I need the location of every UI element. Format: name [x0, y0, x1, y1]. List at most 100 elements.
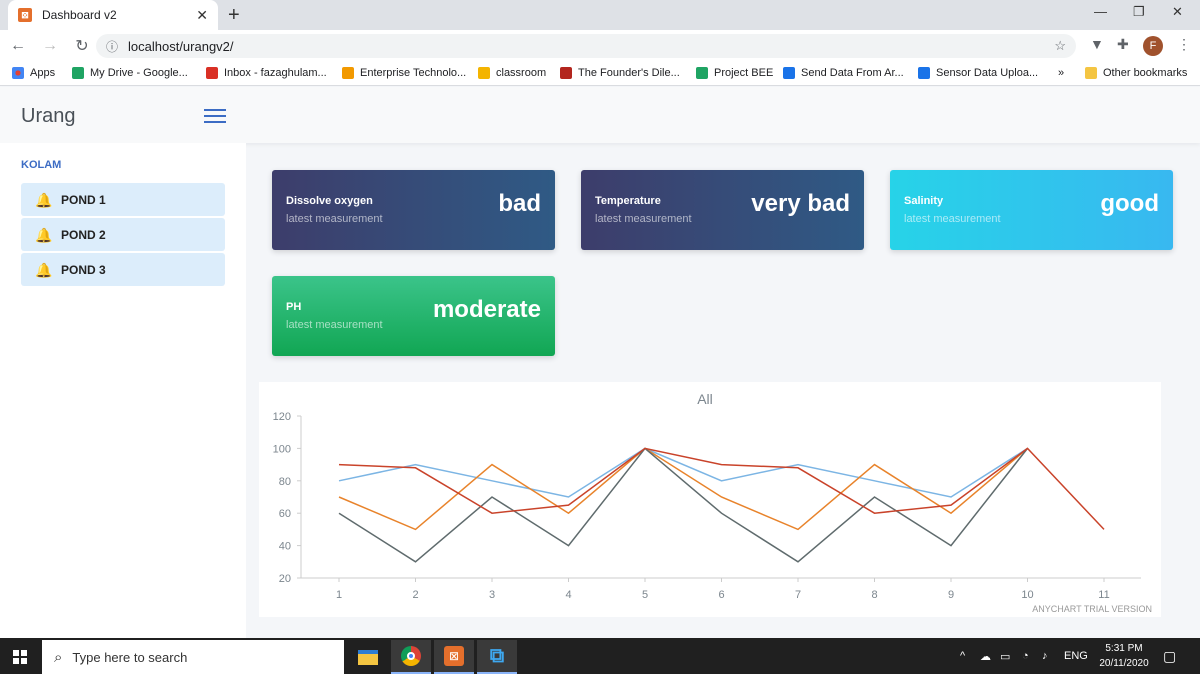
x-tick-label: 6	[718, 589, 724, 601]
bookmark-label: The Founder's Dile...	[578, 67, 680, 79]
bookmark-label: Inbox - fazaghulam...	[224, 67, 327, 79]
series-line-2	[338, 447, 1028, 531]
sidebar-item-pond-1[interactable]: 🔔 POND 1	[21, 183, 225, 216]
card-subtitle: latest measurement	[595, 213, 692, 225]
bookmark-label: classroom	[496, 67, 547, 79]
cloud-icon[interactable]: ☁	[980, 651, 991, 663]
bookmark-label: Sensor Data Uploa...	[936, 67, 1039, 79]
more-bookmarks-icon[interactable]: »	[1058, 67, 1065, 79]
reload-icon[interactable]: ↻	[75, 38, 89, 55]
card-value: bad	[498, 190, 541, 217]
profile-avatar[interactable]: F	[1143, 36, 1163, 56]
x-tick-label: 5	[642, 589, 648, 601]
bookmark-apps[interactable]: Apps	[12, 67, 55, 79]
bookmark-founders[interactable]: The Founder's Dile...	[560, 67, 680, 79]
card-subtitle: latest measurement	[286, 319, 383, 331]
apps-grid-icon	[12, 67, 24, 79]
brand-logo-text[interactable]: Urang	[21, 105, 76, 127]
sidebar: KOLAM 🔔 POND 1 🔔 POND 2 🔔 POND 3	[0, 143, 246, 638]
card-title: Temperature	[595, 195, 661, 207]
xampp-favicon-icon: ⊠	[18, 8, 32, 22]
close-tab-icon[interactable]: ✕	[196, 6, 208, 23]
bell-icon: 🔔	[35, 226, 53, 243]
bookmark-label: Other bookmarks	[1103, 67, 1188, 79]
x-tick-label: 2	[412, 589, 418, 601]
card-subtitle: latest measurement	[286, 213, 383, 225]
classroom-icon	[478, 67, 490, 79]
chrome-icon[interactable]	[391, 640, 431, 674]
menu-dots-icon[interactable]: ⋮	[1177, 36, 1191, 52]
minimize-icon[interactable]: —	[1094, 4, 1107, 19]
wifi-icon[interactable]: ◔	[1022, 650, 1029, 662]
battery-icon[interactable]: ▭	[1000, 651, 1011, 663]
edge-e-icon	[342, 67, 354, 79]
bookmark-classroom[interactable]: classroom	[478, 67, 546, 79]
new-tab-icon[interactable]: +	[228, 4, 240, 26]
y-tick-label: 40	[279, 541, 291, 553]
series-line-4	[338, 447, 1105, 530]
restore-icon[interactable]: ❐	[1133, 4, 1145, 19]
bookmark-inbox[interactable]: Inbox - fazaghulam...	[206, 67, 327, 79]
bookmark-enterprise[interactable]: Enterprise Technolo...	[342, 67, 466, 79]
line-chart: All 20 40 60 80 100 120 1 2 3 4 5 6 7 8 9 10 11 ANYCHART T…	[273, 391, 1152, 614]
info-icon[interactable]: ⓘ	[106, 39, 119, 54]
browser-tab-strip: ⊠ Dashboard v2 ✕ + — ❐ ✕	[0, 0, 1200, 30]
x-tick-label: 10	[1021, 589, 1033, 601]
card-salinity: Salinity latest measurement good	[890, 170, 1173, 250]
close-window-icon[interactable]: ✕	[1172, 4, 1183, 19]
extension-icon[interactable]: ▼	[1090, 36, 1104, 52]
bell-icon: 🔔	[35, 261, 53, 278]
forward-icon[interactable]: →	[42, 37, 58, 54]
x-tick-label: 3	[489, 589, 495, 601]
y-tick-label: 120	[273, 411, 291, 423]
card-dissolve-oxygen: Dissolve oxygen latest measurement bad	[272, 170, 555, 250]
bookmark-my-drive[interactable]: My Drive - Google...	[72, 67, 188, 79]
bookmark-label: Project BEE	[714, 67, 774, 79]
card-ph: PH latest measurement moderate	[272, 276, 555, 356]
volume-icon[interactable]: ♪	[1042, 650, 1048, 662]
card-value: moderate	[432, 296, 541, 323]
notifications-icon[interactable]: ▢	[1163, 648, 1177, 664]
x-tick-label: 7	[795, 589, 801, 601]
windows-taskbar: ⌕ Type here to search ⊠ ⧉ ^ ☁ ▭ ◔ ♪ ENG …	[0, 638, 1200, 674]
gmail-icon	[206, 67, 218, 79]
clock-date: 20/11/2020	[1099, 658, 1149, 669]
puzzle-icon[interactable]: ✚	[1117, 36, 1129, 52]
browser-tab[interactable]: ⊠ Dashboard v2 ✕	[8, 0, 218, 30]
taskbar-clock[interactable]: 5:31 PM 20/11/2020	[1096, 641, 1152, 671]
x-tick-label: 8	[871, 589, 877, 601]
card-value: good	[1100, 190, 1159, 217]
bookmark-project-bee[interactable]: Project BEE	[696, 67, 773, 79]
xampp-icon[interactable]: ⊠	[434, 640, 474, 674]
sidebar-item-pond-3[interactable]: 🔔 POND 3	[21, 253, 225, 286]
tray-chevron-icon[interactable]: ^	[960, 650, 966, 662]
card-temperature: Temperature latest measurement very bad	[581, 170, 864, 250]
vscode-icon[interactable]: ⧉	[477, 640, 517, 674]
bookmark-send-data[interactable]: Send Data From Ar...	[783, 67, 904, 79]
google-drive-icon	[72, 67, 84, 79]
x-tick-label: 1	[336, 589, 342, 601]
address-bar[interactable]: ⓘ localhost/urangv2/ ☆	[96, 34, 1076, 58]
search-placeholder: Type here to search	[72, 649, 188, 665]
file-explorer-icon[interactable]	[348, 640, 388, 674]
back-icon[interactable]: ←	[10, 37, 26, 54]
x-tick-label: 4	[565, 589, 571, 601]
bookmark-star-icon[interactable]: ☆	[1054, 38, 1066, 53]
bookmark-label: My Drive - Google...	[90, 67, 188, 79]
clock-time: 5:31 PM	[1105, 643, 1143, 654]
bookmark-sensor-data[interactable]: Sensor Data Uploa...	[918, 67, 1038, 79]
card-title: Dissolve oxygen	[286, 195, 373, 207]
chart-title: All	[697, 391, 713, 407]
language-indicator[interactable]: ENG	[1064, 650, 1088, 662]
taskbar-search[interactable]: ⌕ Type here to search	[42, 640, 344, 674]
sidebar-item-pond-2[interactable]: 🔔 POND 2	[21, 218, 225, 251]
other-bookmarks[interactable]: Other bookmarks	[1085, 67, 1187, 79]
sidebar-item-label: POND 3	[61, 262, 106, 277]
bookmark-label: Apps	[30, 67, 56, 79]
y-tick-label: 80	[279, 476, 291, 488]
sidebar-item-label: POND 1	[61, 192, 106, 207]
windows-start-icon[interactable]	[13, 650, 27, 664]
site-icon	[783, 67, 795, 79]
hamburger-menu-icon[interactable]	[204, 109, 226, 123]
card-title: Salinity	[904, 195, 944, 207]
